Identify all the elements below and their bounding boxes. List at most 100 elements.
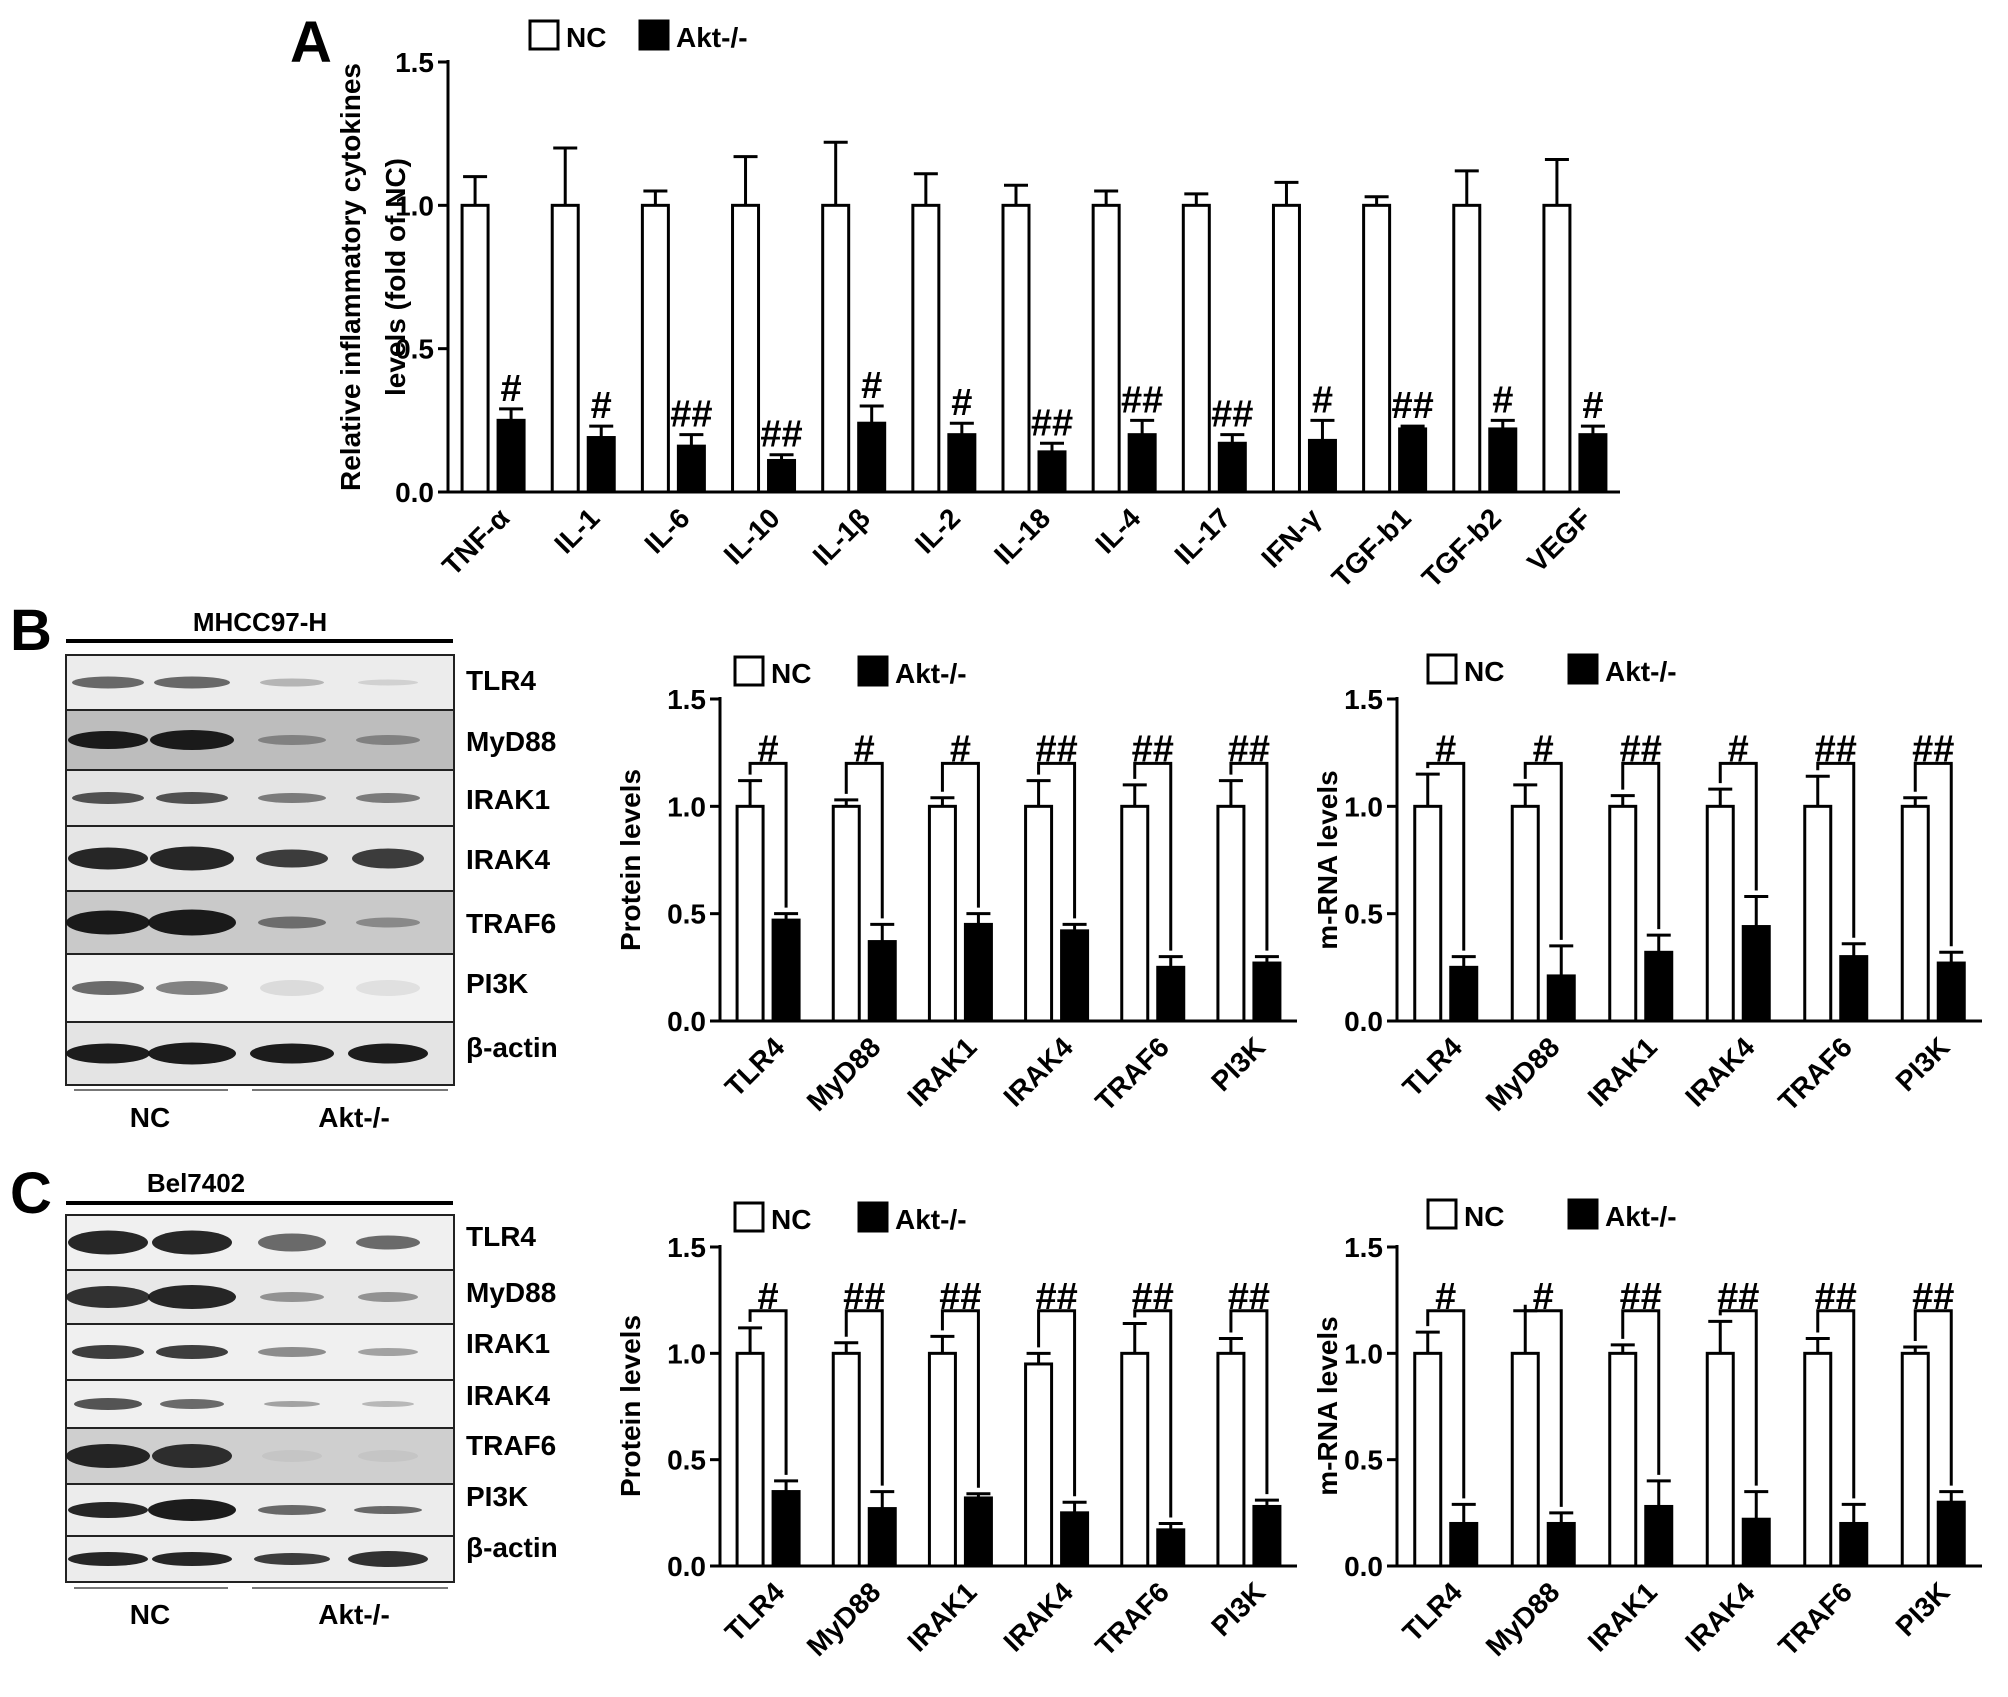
blot-c-band <box>356 1235 420 1250</box>
panel-letter-a: A <box>290 10 332 75</box>
bar-akt <box>1252 961 1282 1023</box>
bar-nc <box>1608 804 1638 1023</box>
significance-mark: ## <box>1391 385 1433 427</box>
blot-b-band <box>260 678 324 687</box>
x-tick-label: TGF-b1 <box>1326 502 1417 593</box>
blot-c-strip-5 <box>65 1483 455 1537</box>
bar-nc <box>1803 1351 1833 1568</box>
legend-swatch-akt <box>857 655 889 687</box>
bar-akt <box>1449 965 1479 1023</box>
y-tick-label: 0.5 <box>1344 899 1383 930</box>
bar-akt <box>867 940 897 1023</box>
blot-c-band <box>152 1444 232 1468</box>
y-tick-label: 0.5 <box>667 899 706 930</box>
significance-bracket <box>1037 1309 1077 1497</box>
significance-bracket <box>1037 761 1077 919</box>
bar-nc <box>927 804 957 1023</box>
blot-b-strip-4 <box>65 890 455 955</box>
significance-bracket <box>1229 1309 1269 1495</box>
x-tick-label: PI3K <box>1890 1031 1956 1097</box>
blot-c-band <box>152 1552 232 1566</box>
bar-nc <box>1024 1362 1054 1568</box>
bar-nc <box>1271 203 1301 494</box>
bar-nc <box>831 804 861 1023</box>
significance-mark: ## <box>670 394 712 436</box>
chart-b-protein: 0.0 0.5 1.0 1.5 Protein levels NC Akt-/- # TLR4 #… <box>615 655 1297 1117</box>
blot-b-band <box>356 980 420 996</box>
bar-nc <box>1542 203 1572 494</box>
bar-nc <box>1120 804 1150 1023</box>
legend-label-akt: Akt-/- <box>895 1204 967 1235</box>
y-axis-label: m-RNA levels <box>1312 1316 1343 1495</box>
y-tick-label: 0.5 <box>1344 1445 1383 1476</box>
bar-nc <box>1091 203 1121 494</box>
legend-swatch-akt <box>1567 1198 1599 1230</box>
significance-bracket <box>940 761 980 908</box>
bar-nc <box>1608 1351 1638 1568</box>
x-tick-label: TRAF6 <box>1089 1031 1175 1117</box>
bar-nc <box>1705 1351 1735 1568</box>
blot-b-strips <box>65 654 455 1086</box>
legend-label-nc: NC <box>1464 656 1504 687</box>
blot-b-strip-3 <box>65 825 455 892</box>
blot-c-strip-0 <box>65 1214 455 1271</box>
legend-label-akt: Akt-/- <box>1605 656 1677 687</box>
blot-c-band <box>156 1345 228 1359</box>
bar-nc <box>1803 804 1833 1023</box>
x-tick-label: IL-10 <box>718 502 786 570</box>
bar-akt <box>1488 427 1518 494</box>
bar-akt <box>1307 438 1337 494</box>
significance-bracket <box>1816 761 1856 938</box>
blot-c-label-tlr4: TLR4 <box>466 1221 536 1252</box>
bar-nc <box>1510 804 1540 1023</box>
significance-bracket <box>1913 1309 1953 1486</box>
blot-c-label-irak1: IRAK1 <box>466 1328 550 1359</box>
bar-akt <box>1546 974 1576 1023</box>
x-tick-label: TRAF6 <box>1772 1031 1858 1117</box>
bar-akt <box>947 433 977 494</box>
blot-b-strip-5 <box>65 953 455 1023</box>
bar-nc <box>1510 1351 1540 1568</box>
bar-nc <box>1024 804 1054 1023</box>
bar-akt <box>1936 1500 1966 1568</box>
bar-nc <box>821 203 851 494</box>
significance-mark: ## <box>843 1276 885 1318</box>
legend-swatch-nc <box>733 655 765 687</box>
y-tick-label: 0.0 <box>1344 1006 1383 1037</box>
bar-akt <box>496 418 526 494</box>
bar-akt <box>1060 929 1090 1023</box>
chart-b-mrna: 0.0 0.5 1.0 1.5 m-RNA levels NC Akt-/- # TLR4 # My… <box>1312 653 1982 1117</box>
significance-mark: # <box>758 1276 779 1318</box>
significance-mark: ## <box>1035 1276 1077 1318</box>
bar-nc <box>1216 1351 1246 1568</box>
significance-mark: ## <box>1228 1276 1270 1318</box>
x-tick-label: VEGF <box>1521 502 1597 578</box>
chart-c-protein: 0.0 0.5 1.0 1.5 Protein levels NC Akt-/- # TLR4 #… <box>615 1201 1297 1662</box>
bar-nc <box>460 203 490 494</box>
y-tick-label: 0.5 <box>667 1445 706 1476</box>
bar-nc <box>911 203 941 494</box>
significance-mark: # <box>1728 728 1749 770</box>
blot-b-band <box>260 980 324 996</box>
y-axis-label: Relative inflammatory cytokines <box>335 63 366 491</box>
bar-akt <box>767 458 797 494</box>
significance-mark: ## <box>1815 1276 1857 1318</box>
y-tick-label: 1.0 <box>667 791 706 822</box>
bar-akt <box>1839 955 1869 1023</box>
blot-c-band <box>258 1233 326 1252</box>
x-tick-label: MyD88 <box>1480 1576 1566 1662</box>
significance-mark: # <box>501 368 522 410</box>
significance-bracket <box>1718 761 1758 891</box>
legend-swatch-akt <box>857 1201 889 1233</box>
significance-mark: # <box>950 728 971 770</box>
bar-nc <box>1452 203 1482 494</box>
significance-mark: # <box>861 365 882 407</box>
bar-nc <box>735 1351 765 1568</box>
significance-bracket <box>1426 1309 1466 1499</box>
panel-letter-c: C <box>10 1161 52 1226</box>
blot-b-band <box>258 735 326 745</box>
bar-akt <box>1127 433 1157 494</box>
blot-c-band <box>66 1286 150 1308</box>
significance-mark: # <box>951 382 972 424</box>
blot-c-band <box>68 1552 148 1566</box>
